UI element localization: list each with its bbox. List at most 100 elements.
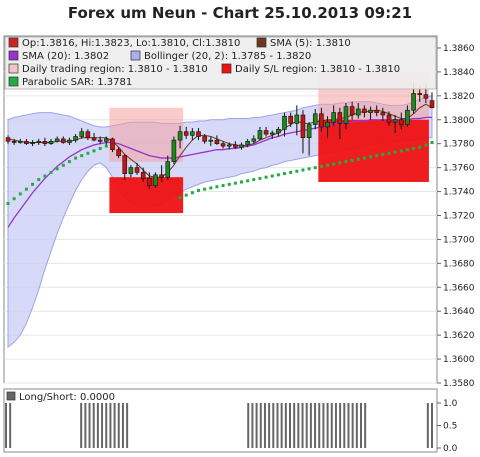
long-short-bar xyxy=(330,403,333,448)
long-short-bar xyxy=(126,403,129,448)
sar-dot xyxy=(240,180,244,184)
sar-dot xyxy=(221,184,225,188)
y-tick-label: 1.3760 xyxy=(443,164,475,174)
sar-dot xyxy=(6,202,10,206)
long-short-bar xyxy=(314,403,317,448)
sar-dot xyxy=(24,187,28,191)
long-short-bar xyxy=(339,403,342,448)
sar-dot xyxy=(399,149,403,153)
candle-body xyxy=(257,130,263,140)
long-short-bar xyxy=(263,403,266,448)
candle-body xyxy=(288,115,293,124)
candle-body xyxy=(368,109,373,113)
candle-body xyxy=(36,140,42,143)
sar-dot xyxy=(98,146,102,150)
candle-body xyxy=(331,112,336,123)
sar-dot xyxy=(227,182,231,186)
sar-dot xyxy=(55,167,59,171)
candle-body xyxy=(208,139,214,142)
sar-dot xyxy=(184,193,188,197)
sar-dot xyxy=(418,145,422,149)
legend-label: Bollinger (20, 2): 1.3785 - 1.3820 xyxy=(144,51,311,62)
candle-body xyxy=(140,172,146,179)
legend-swatch xyxy=(221,63,232,74)
legend-swatch xyxy=(256,37,267,48)
candle-body xyxy=(171,139,177,162)
candle-body xyxy=(42,140,48,144)
candle-body xyxy=(239,144,244,148)
sar-dot xyxy=(49,170,53,174)
sar-dot xyxy=(295,169,299,173)
legend-label: Parabolic SAR: 1.3781 xyxy=(22,77,132,88)
legend-label: SMA (5): 1.3810 xyxy=(270,38,351,49)
candle-body xyxy=(349,106,355,116)
sub-y-tick-label: 0.0 xyxy=(443,444,458,454)
candle-body xyxy=(355,108,361,116)
candle-body xyxy=(380,112,386,116)
trading-region xyxy=(109,107,184,162)
long-short-bar xyxy=(426,403,429,448)
candle-body xyxy=(233,144,238,148)
long-short-bar xyxy=(255,403,258,448)
legend-label: Daily S/L region: 1.3810 - 1.3810 xyxy=(235,64,400,75)
candle-body xyxy=(245,140,250,146)
long-short-bar xyxy=(109,403,112,448)
sar-dot xyxy=(246,179,250,183)
candle-body xyxy=(343,106,349,124)
y-tick-label: 1.3780 xyxy=(443,140,475,150)
sar-dot xyxy=(61,163,65,167)
long-short-bar xyxy=(280,403,283,448)
candle-body xyxy=(165,161,171,178)
candle-body xyxy=(91,137,97,141)
sar-dot xyxy=(405,148,409,152)
sar-dot xyxy=(319,164,323,168)
sar-dot xyxy=(43,174,47,178)
sar-dot xyxy=(424,143,428,147)
candle-body xyxy=(429,100,435,109)
long-short-bar xyxy=(268,403,271,448)
candle-body xyxy=(177,131,183,141)
candle-body xyxy=(24,140,29,144)
sar-dot xyxy=(301,168,305,172)
long-short-bar xyxy=(113,403,116,448)
candle-body xyxy=(147,178,152,186)
long-short-bar xyxy=(117,403,120,448)
long-short-bar xyxy=(293,403,296,448)
sar-dot xyxy=(67,160,71,164)
sar-dot xyxy=(104,144,108,148)
candle-body xyxy=(362,108,367,113)
chart-title: Forex um Neun - Chart 25.10.2013 09:21 xyxy=(67,4,413,22)
sar-dot xyxy=(393,150,397,154)
long-short-bar xyxy=(322,403,325,448)
y-tick-label: 1.3720 xyxy=(443,211,475,221)
sar-dot xyxy=(307,167,311,171)
candle-body xyxy=(325,121,330,128)
legend-swatch xyxy=(8,50,19,61)
long-short-bar xyxy=(96,403,99,448)
long-short-bar xyxy=(105,403,108,448)
y-tick-label: 1.3840 xyxy=(443,68,475,78)
candle-body xyxy=(5,137,11,142)
sar-dot xyxy=(326,163,330,167)
y-tick-label: 1.3620 xyxy=(443,331,475,341)
candle-body xyxy=(104,138,109,142)
long-short-bar xyxy=(247,403,250,448)
sl-region xyxy=(318,119,429,182)
y-tick-label: 1.3660 xyxy=(443,283,475,293)
sar-dot xyxy=(80,154,84,158)
candle-body xyxy=(411,93,416,111)
sar-dot xyxy=(264,175,268,179)
sar-dot xyxy=(313,166,317,170)
sar-dot xyxy=(178,196,182,200)
candle-body xyxy=(79,131,85,137)
sar-dot xyxy=(289,170,293,174)
y-tick-label: 1.3580 xyxy=(443,379,475,389)
long-short-bar xyxy=(289,403,291,448)
sar-dot xyxy=(350,158,354,162)
legend-box xyxy=(4,36,437,90)
sar-dot xyxy=(283,172,287,176)
candle-body xyxy=(97,139,103,142)
long-short-bar xyxy=(305,403,308,448)
legend-swatch xyxy=(8,37,19,48)
long-short-bar xyxy=(351,403,354,448)
